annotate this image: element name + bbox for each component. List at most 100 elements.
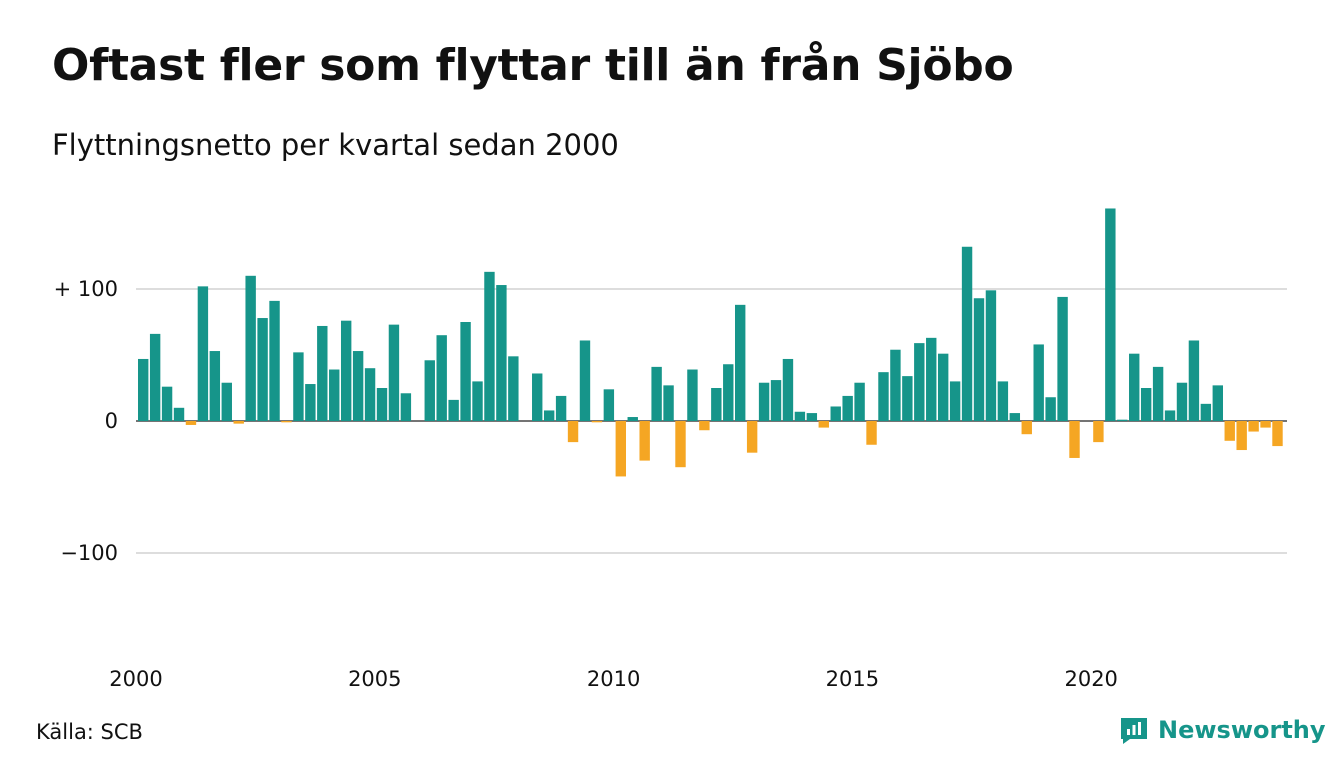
bar-positive: [245, 275, 256, 421]
y-tick-label: 0: [105, 409, 118, 433]
bar-negative: [1236, 421, 1247, 451]
newsworthy-logo-icon: [1121, 718, 1147, 744]
bar-positive: [364, 368, 376, 421]
bar-positive: [1188, 340, 1200, 421]
bar-positive: [842, 395, 853, 421]
bar-positive: [329, 369, 340, 421]
bar-negative: [1248, 421, 1259, 432]
bar-positive: [508, 356, 519, 421]
x-axis-ticks: 2000 2005 2010 2015 2020: [109, 667, 1118, 691]
bars: [138, 208, 1283, 477]
bar-positive: [806, 413, 818, 421]
bar-positive: [651, 366, 662, 421]
bar-positive: [1045, 397, 1056, 421]
bar-positive: [424, 360, 435, 421]
bar-positive: [1117, 419, 1128, 421]
bar-positive: [555, 395, 567, 421]
bar-positive: [1033, 344, 1044, 421]
bar-positive: [723, 364, 734, 421]
bar-negative: [675, 421, 686, 468]
bar-chart: + 100 0 −100 2000 2005 2010 2015 2020: [54, 208, 1287, 691]
bar-positive: [985, 290, 997, 421]
bar-negative: [185, 421, 197, 425]
bar-positive: [854, 382, 865, 421]
bar-positive: [221, 382, 232, 421]
bar-positive: [1176, 382, 1188, 421]
bar-positive: [257, 318, 268, 421]
chart-title: Oftast fler som flyttar till än från Sjö…: [52, 40, 1014, 91]
bar-positive: [209, 351, 221, 421]
bar-positive: [484, 271, 495, 421]
bar-positive: [448, 399, 459, 421]
bar-positive: [496, 285, 507, 421]
bar-positive: [603, 389, 615, 421]
x-tick-label: 2020: [1064, 667, 1117, 691]
bar-negative: [591, 421, 603, 423]
bar-positive: [794, 411, 806, 421]
bar-positive: [878, 372, 889, 421]
bar-positive: [902, 376, 913, 421]
bar-positive: [579, 340, 591, 421]
bar-negative: [567, 421, 579, 443]
bar-positive: [1129, 353, 1140, 421]
x-tick-label: 2010: [587, 667, 640, 691]
bar-negative: [233, 421, 244, 424]
bar-positive: [830, 406, 841, 421]
bar-positive: [758, 382, 770, 421]
bar-positive: [340, 320, 352, 421]
bar-positive: [317, 325, 328, 421]
chart-subtitle: Flyttningsnetto per kvartal sedan 2000: [52, 128, 619, 162]
bar-negative: [1272, 421, 1283, 447]
bar-negative: [615, 421, 626, 477]
bar-positive: [376, 388, 388, 421]
y-tick-label: −100: [60, 541, 118, 565]
bar-positive: [1057, 296, 1068, 421]
bar-positive: [949, 381, 961, 421]
bar-positive: [687, 369, 698, 421]
y-axis-ticks: + 100 0 −100: [54, 277, 118, 565]
bar-negative: [1224, 421, 1235, 441]
bar-positive: [543, 410, 555, 421]
bar-positive: [1009, 413, 1021, 421]
bar-positive: [352, 351, 364, 421]
bar-positive: [138, 358, 149, 421]
bar-positive: [1152, 366, 1164, 421]
bar-positive: [1140, 388, 1152, 421]
bar-positive: [293, 352, 304, 421]
bar-positive: [1200, 403, 1212, 421]
bar-positive: [1212, 385, 1223, 421]
bar-negative: [281, 421, 292, 423]
bar-positive: [627, 417, 638, 421]
bar-negative: [1093, 421, 1104, 443]
bar-positive: [1164, 410, 1176, 421]
bar-positive: [1105, 208, 1116, 421]
bar-positive: [890, 349, 901, 421]
bar-positive: [735, 304, 746, 421]
bar-positive: [914, 343, 925, 421]
bar-positive: [173, 407, 185, 421]
bar-positive: [305, 384, 316, 421]
bar-negative: [746, 421, 758, 453]
bar-positive: [973, 298, 985, 421]
bar-positive: [149, 333, 161, 421]
bar-positive: [770, 380, 782, 421]
bar-positive: [161, 386, 173, 421]
brand-name: Newsworthy: [1158, 716, 1326, 744]
bar-positive: [937, 353, 949, 421]
bar-positive: [269, 300, 280, 421]
x-tick-label: 2000: [109, 667, 162, 691]
bar-positive: [926, 337, 937, 421]
x-tick-label: 2005: [348, 667, 401, 691]
bar-positive: [197, 286, 209, 421]
bar-positive: [436, 335, 447, 421]
bar-negative: [818, 421, 829, 428]
bar-positive: [532, 373, 543, 421]
brand-logo[interactable]: Newsworthy: [1118, 714, 1326, 746]
bar-negative: [639, 421, 650, 461]
source-note: Källa: SCB: [36, 720, 143, 744]
bar-positive: [460, 322, 471, 421]
x-tick-label: 2015: [826, 667, 879, 691]
bar-negative: [1021, 421, 1032, 435]
y-tick-label: + 100: [54, 277, 118, 301]
bar-positive: [472, 381, 483, 421]
